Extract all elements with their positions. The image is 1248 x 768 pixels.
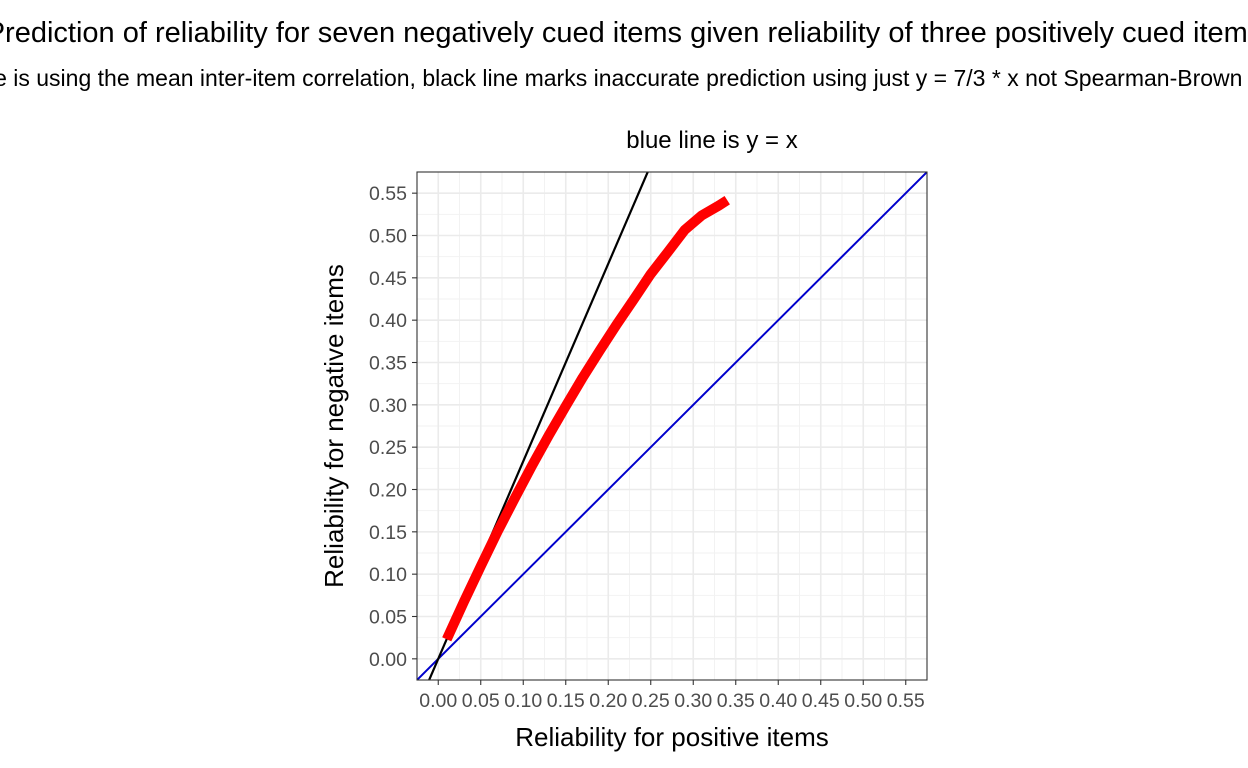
chart-title: Prediction of reliability for seven nega… bbox=[0, 17, 1248, 49]
x-tick-label: 0.15 bbox=[547, 690, 585, 712]
x-tick-label: 0.35 bbox=[717, 690, 755, 712]
x-tick-label: 0.40 bbox=[759, 690, 797, 712]
y-tick-label: 0.15 bbox=[369, 522, 407, 544]
y-tick-label: 0.05 bbox=[369, 607, 407, 629]
x-tick-label: 0.55 bbox=[887, 690, 925, 712]
series-line-blue bbox=[417, 172, 927, 680]
y-tick-label: 0.40 bbox=[369, 310, 407, 332]
panel-title: blue line is y = x bbox=[626, 127, 797, 154]
y-tick-label: 0.00 bbox=[369, 649, 407, 671]
x-axis: 0.00 0.05 0.10 0.15 0.20 0.25 0.30 0.35 0.40 0.45… bbox=[419, 680, 925, 712]
x-tick-label: 0.30 bbox=[674, 690, 712, 712]
chart-subtitle: Red line is using the mean inter-item co… bbox=[0, 65, 1248, 91]
series-layer bbox=[417, 172, 927, 680]
y-tick-label: 0.10 bbox=[369, 564, 407, 586]
y-tick-label: 0.50 bbox=[369, 226, 407, 248]
y-axis: 0.00 0.05 0.10 0.15 0.20 0.25 0.30 0.35 0.40 0.45… bbox=[369, 183, 417, 671]
plot-panel-border bbox=[416, 171, 928, 681]
y-tick-label: 0.55 bbox=[369, 183, 407, 205]
x-tick-label: 0.50 bbox=[844, 690, 882, 712]
y-tick-label: 0.35 bbox=[369, 353, 407, 375]
series-line-red bbox=[442, 195, 730, 642]
x-tick-label: 0.05 bbox=[462, 690, 500, 712]
y-tick-label: 0.30 bbox=[369, 395, 407, 417]
x-tick-label: 0.10 bbox=[504, 690, 542, 712]
x-tick-label: 0.00 bbox=[419, 690, 457, 712]
x-tick-label: 0.20 bbox=[589, 690, 627, 712]
y-axis-label: Reliability for negative items bbox=[319, 264, 349, 588]
y-tick-label: 0.20 bbox=[369, 480, 407, 502]
x-tick-label: 0.45 bbox=[802, 690, 840, 712]
x-tick-label: 0.25 bbox=[632, 690, 670, 712]
y-tick-label: 0.25 bbox=[369, 437, 407, 459]
y-tick-label: 0.45 bbox=[369, 268, 407, 290]
x-axis-label: Reliability for positive items bbox=[515, 722, 829, 752]
